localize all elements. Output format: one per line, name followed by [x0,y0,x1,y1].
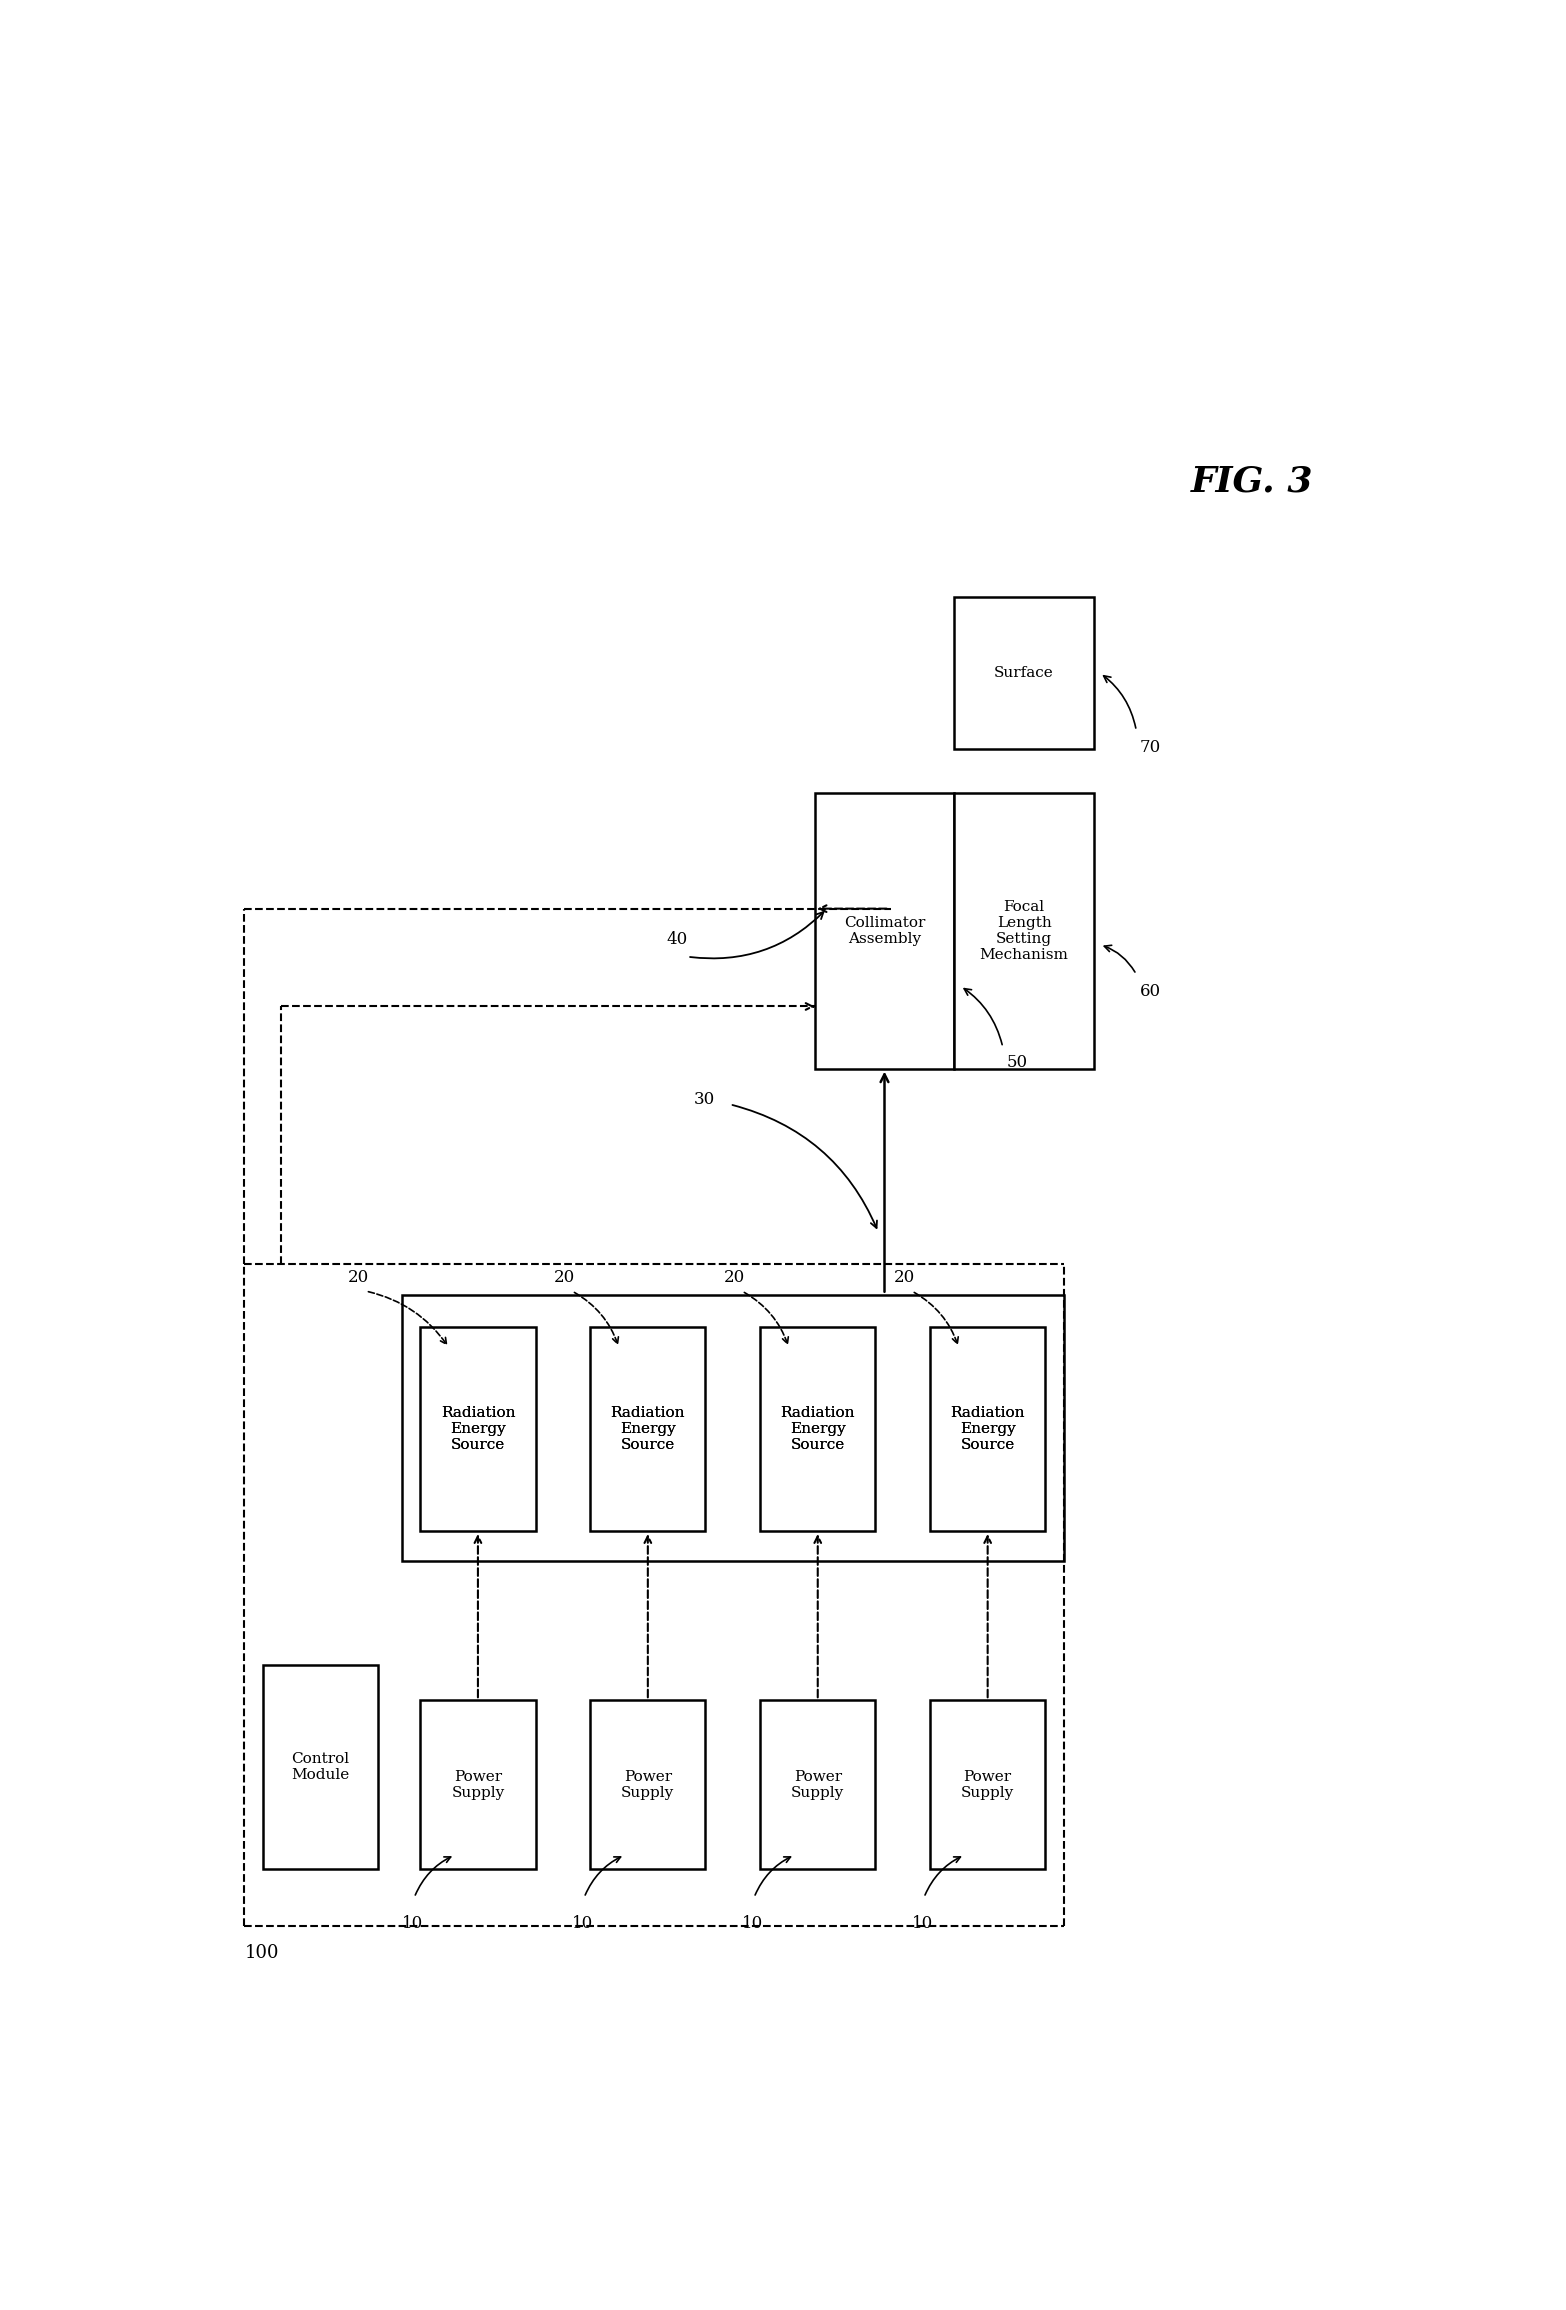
Text: Power
Supply: Power Supply [791,1769,844,1799]
Text: 20: 20 [554,1268,575,1287]
Bar [420,1326,536,1532]
Text: Radiation
Energy
Source: Radiation Energy Source [440,1407,515,1453]
Text: Focal
Length
Setting
Mechanism: Focal Length Setting Mechanism [980,899,1068,963]
Text: 10: 10 [402,1915,423,1931]
Text: Radiation
Energy
Source: Radiation Energy Source [440,1407,515,1453]
Bar [590,1326,706,1532]
Bar [420,1700,536,1869]
Text: 10: 10 [911,1915,933,1931]
Bar [420,1326,536,1532]
Bar [760,1326,875,1532]
Text: Power
Supply: Power Supply [962,1769,1015,1799]
Text: Radiation
Energy
Source: Radiation Energy Source [951,1407,1024,1453]
Bar [590,1700,706,1869]
Bar [590,1326,706,1532]
Bar [930,1326,1046,1532]
Text: 30: 30 [694,1090,714,1109]
Text: 10: 10 [742,1915,763,1931]
Text: 100: 100 [244,1945,279,1961]
Text: Radiation
Energy
Source: Radiation Energy Source [951,1407,1024,1453]
Text: Radiation
Energy
Source: Radiation Energy Source [780,1407,855,1453]
Text: FIG. 3: FIG. 3 [1190,464,1312,499]
Text: Power
Supply: Power Supply [622,1769,675,1799]
Text: Radiation
Energy
Source: Radiation Energy Source [611,1407,684,1453]
Bar [954,598,1095,748]
Bar [954,792,1095,1070]
Bar [760,1326,875,1532]
Text: 60: 60 [1140,982,1160,1000]
Text: 70: 70 [1140,739,1162,755]
Bar [930,1326,1046,1532]
Bar [760,1700,875,1869]
Bar [930,1700,1046,1869]
Text: Power
Supply: Power Supply [451,1769,504,1799]
Bar [263,1666,377,1869]
Text: 20: 20 [894,1268,915,1287]
Bar [402,1294,1063,1562]
Bar [814,792,954,1070]
Text: 10: 10 [572,1915,594,1931]
Text: 40: 40 [667,931,687,947]
Text: Radiation
Energy
Source: Radiation Energy Source [780,1407,855,1453]
Text: Collimator
Assembly: Collimator Assembly [844,915,926,947]
Text: 20: 20 [348,1268,368,1287]
Text: 20: 20 [723,1268,745,1287]
Text: Surface: Surface [994,665,1054,679]
Text: Control
Module: Control Module [291,1751,349,1781]
Text: 50: 50 [1007,1053,1027,1072]
Text: Radiation
Energy
Source: Radiation Energy Source [611,1407,684,1453]
